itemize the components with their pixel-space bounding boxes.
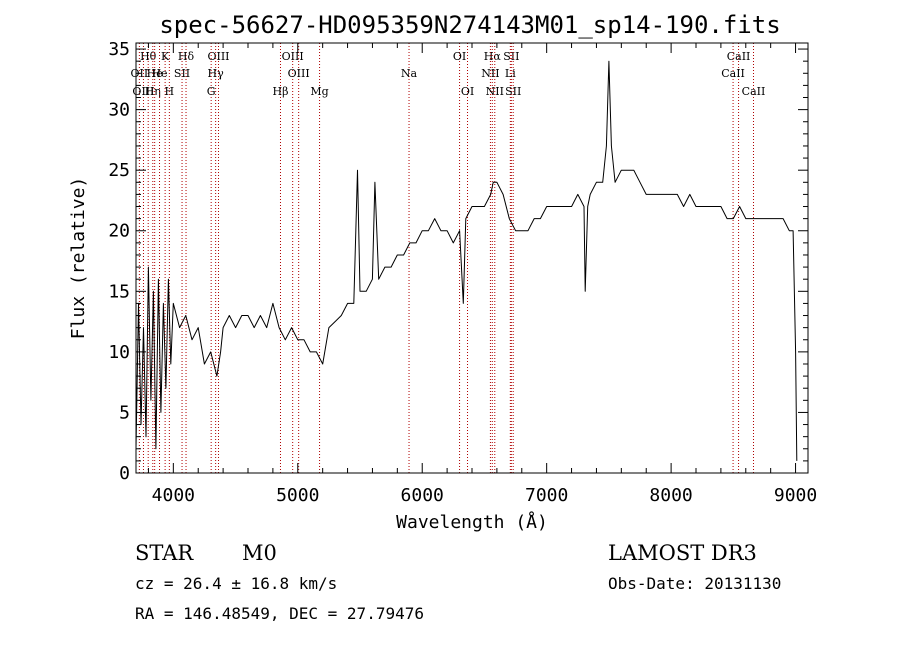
y-axis-label: Flux (relative) [68, 177, 89, 340]
y-tick-label: 20 [108, 221, 130, 242]
spectral-line-label: Hθ [140, 50, 157, 63]
chart-title: spec-56627-HD095359N274143M01_sp14-190.f… [159, 11, 780, 39]
x-tick-label: 4000 [152, 485, 195, 506]
y-axis: 0 5 10 15 20 25 30 35 [108, 39, 808, 484]
coordinates: RA = 146.48549, DEC = 27.79476 [135, 604, 424, 623]
spectral-line-label: Hγ [208, 67, 225, 80]
y-tick-label: 15 [108, 281, 130, 302]
spectral-line-label: OI [461, 85, 474, 98]
y-tick-label: 0 [119, 463, 130, 484]
spectral-line-label: Hβ [273, 85, 289, 98]
redshift-cz: cz = 26.4 ± 16.8 km/s [135, 574, 337, 593]
x-tick-label: 8000 [649, 485, 692, 506]
spectral-line-label: SII [174, 67, 190, 80]
spectral-line-label: He [147, 67, 163, 80]
spectral-line-label: Hη [145, 85, 161, 98]
flux-series [135, 60, 798, 461]
spectral-line-label: K [161, 50, 170, 63]
spectral-line-label: Mg [310, 85, 328, 98]
x-axis-label: Wavelength (Å) [396, 511, 548, 533]
y-tick-label: 5 [119, 402, 130, 423]
spectral-line-label: OIII [132, 85, 154, 98]
y-tick-label: 25 [108, 160, 130, 181]
spectral-line-label: OIII [282, 50, 304, 63]
spectral-line-label: NII [481, 67, 499, 80]
spectral-line-label: CaII [721, 67, 745, 80]
spectral-line-label: Li [505, 67, 516, 80]
spectral-line-label: OIII [288, 67, 310, 80]
obs-date: Obs-Date: 20131130 [608, 574, 781, 593]
spectral-line-label: He [151, 67, 167, 80]
spectral-line-label: Hα [484, 50, 502, 63]
x-tick-label: 6000 [401, 485, 444, 506]
y-tick-label: 30 [108, 100, 130, 121]
x-tick-label: 9000 [774, 485, 817, 506]
spectral-line-label: Na [401, 67, 418, 80]
spectral-line-label: G [207, 85, 216, 98]
x-tick-label: 7000 [525, 485, 568, 506]
spectral-line-label: NII [486, 85, 504, 98]
spectral-line-label: OI [453, 50, 466, 63]
survey-name: LAMOST DR3 [608, 541, 757, 565]
x-axis: 4000 5000 6000 7000 8000 9000 [147, 43, 817, 506]
spectral-line-label: H [165, 85, 175, 98]
flux-line [135, 60, 798, 461]
spectral-line-label: OIII [207, 50, 229, 63]
x-tick-label: 5000 [276, 485, 319, 506]
spectral-line-label: SII [503, 50, 519, 63]
y-tick-label: 10 [108, 342, 130, 363]
spectral-line-label: Hδ [178, 50, 195, 63]
object-class: STAR [135, 541, 194, 565]
spectral-line-label: CaII [727, 50, 751, 63]
spectral-line-label: SII [505, 85, 521, 98]
y-tick-label: 35 [108, 39, 130, 60]
spectral-line-label: CaII [742, 85, 766, 98]
object-subclass: M0 [242, 541, 277, 565]
plot-frame [135, 42, 809, 474]
